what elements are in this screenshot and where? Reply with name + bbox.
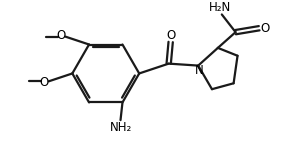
Text: O: O [39, 76, 48, 89]
Text: O: O [166, 29, 175, 42]
Text: H₂N: H₂N [209, 1, 231, 14]
Text: O: O [56, 29, 65, 42]
Text: NH₂: NH₂ [109, 120, 132, 133]
Text: N: N [195, 64, 204, 77]
Text: O: O [260, 22, 270, 35]
